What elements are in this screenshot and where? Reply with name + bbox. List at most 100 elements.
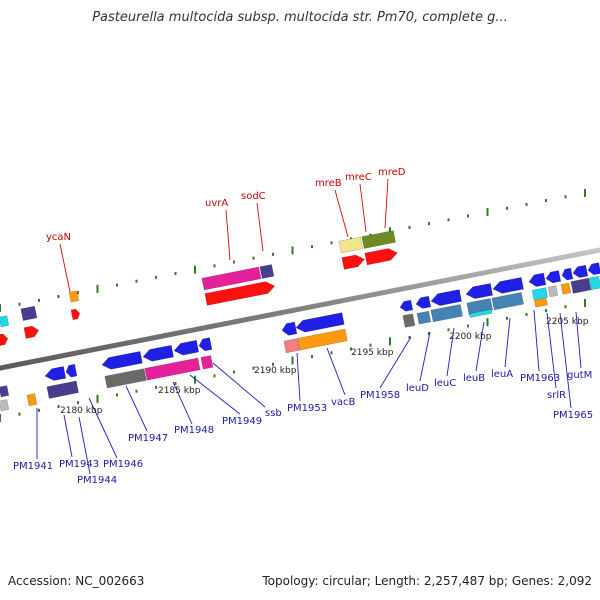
gene-feature[interactable] — [492, 276, 524, 295]
gene-label-leuC[interactable]: leuC — [434, 378, 456, 389]
gene-label-PM1958[interactable]: PM1958 — [360, 390, 400, 401]
gene-feature[interactable] — [533, 297, 548, 308]
gene-label-leuB[interactable]: leuB — [463, 373, 485, 384]
leader-line — [212, 362, 266, 408]
gene-feature[interactable] — [173, 339, 200, 356]
gene-feature[interactable] — [23, 325, 40, 339]
gene-feature[interactable] — [361, 230, 396, 249]
leader-line — [359, 183, 367, 233]
gene-feature[interactable] — [295, 312, 345, 334]
gene-feature[interactable] — [142, 344, 174, 363]
gene-feature[interactable] — [341, 253, 366, 270]
gene-feature[interactable] — [561, 267, 574, 281]
gene-label-vacB[interactable]: vacB — [331, 397, 356, 408]
scale-label: 2205 kbp — [546, 317, 589, 327]
leader-line — [63, 414, 73, 458]
gene-feature[interactable] — [201, 266, 262, 291]
genome-backbone — [0, 247, 600, 371]
gene-feature[interactable] — [283, 338, 301, 354]
gene-label-mreB[interactable]: mreB — [315, 178, 342, 189]
label-leaders — [36, 178, 582, 475]
gene-label-PM1963[interactable]: PM1963 — [520, 373, 560, 384]
leader-line — [384, 178, 389, 229]
gene-label-sodC[interactable]: sodC — [241, 191, 266, 202]
gene-label-PM1941[interactable]: PM1941 — [13, 461, 53, 472]
leader-line — [225, 209, 231, 261]
gene-feature[interactable] — [528, 272, 547, 288]
gene-feature[interactable] — [572, 264, 589, 278]
leader-line — [546, 312, 557, 389]
gene-label-PM1944[interactable]: PM1944 — [77, 475, 117, 486]
gene-label-mreC[interactable]: mreC — [345, 172, 372, 183]
gene-label-leuD[interactable]: leuD — [406, 383, 429, 394]
gene-feature[interactable] — [26, 393, 38, 407]
gene-label-PM1949[interactable]: PM1949 — [222, 416, 262, 427]
gene-feature[interactable] — [338, 236, 364, 254]
gene-feature[interactable] — [531, 287, 549, 301]
gene-feature[interactable] — [545, 270, 562, 284]
gene-feature[interactable] — [587, 262, 600, 276]
gene-feature[interactable] — [20, 305, 38, 321]
gene-feature[interactable] — [104, 368, 147, 389]
gene-feature[interactable] — [416, 310, 432, 325]
gene-label-gutM[interactable]: gutM — [567, 370, 592, 381]
page-title: Pasteurella multocida subsp. multocida s… — [92, 10, 508, 25]
gene-label-PM1946[interactable]: PM1946 — [103, 459, 143, 470]
gene-feature[interactable] — [198, 337, 213, 352]
leader-line — [256, 202, 264, 252]
gene-label-PM1953[interactable]: PM1953 — [287, 403, 327, 414]
gene-feature[interactable] — [70, 308, 81, 321]
leader-line — [419, 331, 431, 382]
gene-label-mreD[interactable]: mreD — [378, 167, 406, 178]
gene-label-ssb[interactable]: ssb — [265, 408, 282, 419]
gene-feature[interactable] — [101, 350, 143, 370]
gene-feature[interactable] — [144, 357, 201, 381]
gene-feature[interactable] — [281, 321, 298, 336]
gene-feature[interactable] — [200, 355, 214, 370]
gene-feature[interactable] — [560, 282, 572, 295]
scale-label: 2200 kbp — [449, 332, 492, 342]
gene-feature[interactable] — [547, 285, 559, 298]
gene-feature[interactable] — [491, 291, 524, 311]
gene-label-srlR[interactable]: srlR — [547, 390, 566, 401]
leader-line — [379, 336, 412, 389]
gene-feature[interactable] — [297, 328, 348, 351]
gene-feature[interactable] — [0, 315, 10, 328]
gene-label-leuA[interactable]: leuA — [491, 369, 513, 380]
gene-label-uvrA[interactable]: uvrA — [205, 198, 228, 209]
gene-label-PM1948[interactable]: PM1948 — [174, 425, 214, 436]
gene-feature[interactable] — [402, 313, 416, 328]
gene-feature[interactable] — [44, 366, 67, 382]
gene-feature[interactable] — [204, 280, 276, 306]
leader-line — [326, 347, 346, 396]
leader-line — [446, 327, 455, 377]
gene-feature[interactable] — [0, 385, 10, 398]
gene-feature[interactable] — [415, 295, 432, 309]
gene-feature[interactable] — [588, 275, 600, 291]
leader-line — [334, 189, 349, 238]
gene-label-ycaN[interactable]: ycaN — [46, 232, 71, 243]
leader-line — [575, 311, 582, 369]
gene-feature[interactable] — [399, 299, 414, 312]
gene-feature[interactable] — [570, 277, 592, 294]
gene-feature[interactable] — [0, 333, 9, 347]
gene-feature[interactable] — [68, 290, 80, 303]
gene-label-PM1947[interactable]: PM1947 — [128, 433, 168, 444]
gene-feature[interactable] — [465, 283, 494, 300]
gene-feature[interactable] — [364, 247, 399, 266]
leader-line — [78, 416, 91, 475]
scale-label: 2180 kbp — [60, 406, 103, 416]
gene-label-PM1965[interactable]: PM1965 — [553, 410, 593, 421]
scale-label: 2185 kbp — [158, 386, 201, 396]
gene-feature[interactable] — [259, 264, 275, 279]
gene-label-PM1943[interactable]: PM1943 — [59, 459, 99, 470]
leader-line — [88, 397, 118, 459]
topology-text: Topology: circular; Length: 2,257,487 bp… — [262, 574, 592, 588]
gene-feature[interactable] — [469, 308, 493, 318]
gene-feature[interactable] — [65, 363, 78, 378]
gene-feature[interactable] — [430, 303, 463, 323]
gene-feature[interactable] — [0, 399, 10, 412]
gene-feature[interactable] — [430, 289, 462, 308]
gene-feature[interactable] — [46, 380, 79, 399]
